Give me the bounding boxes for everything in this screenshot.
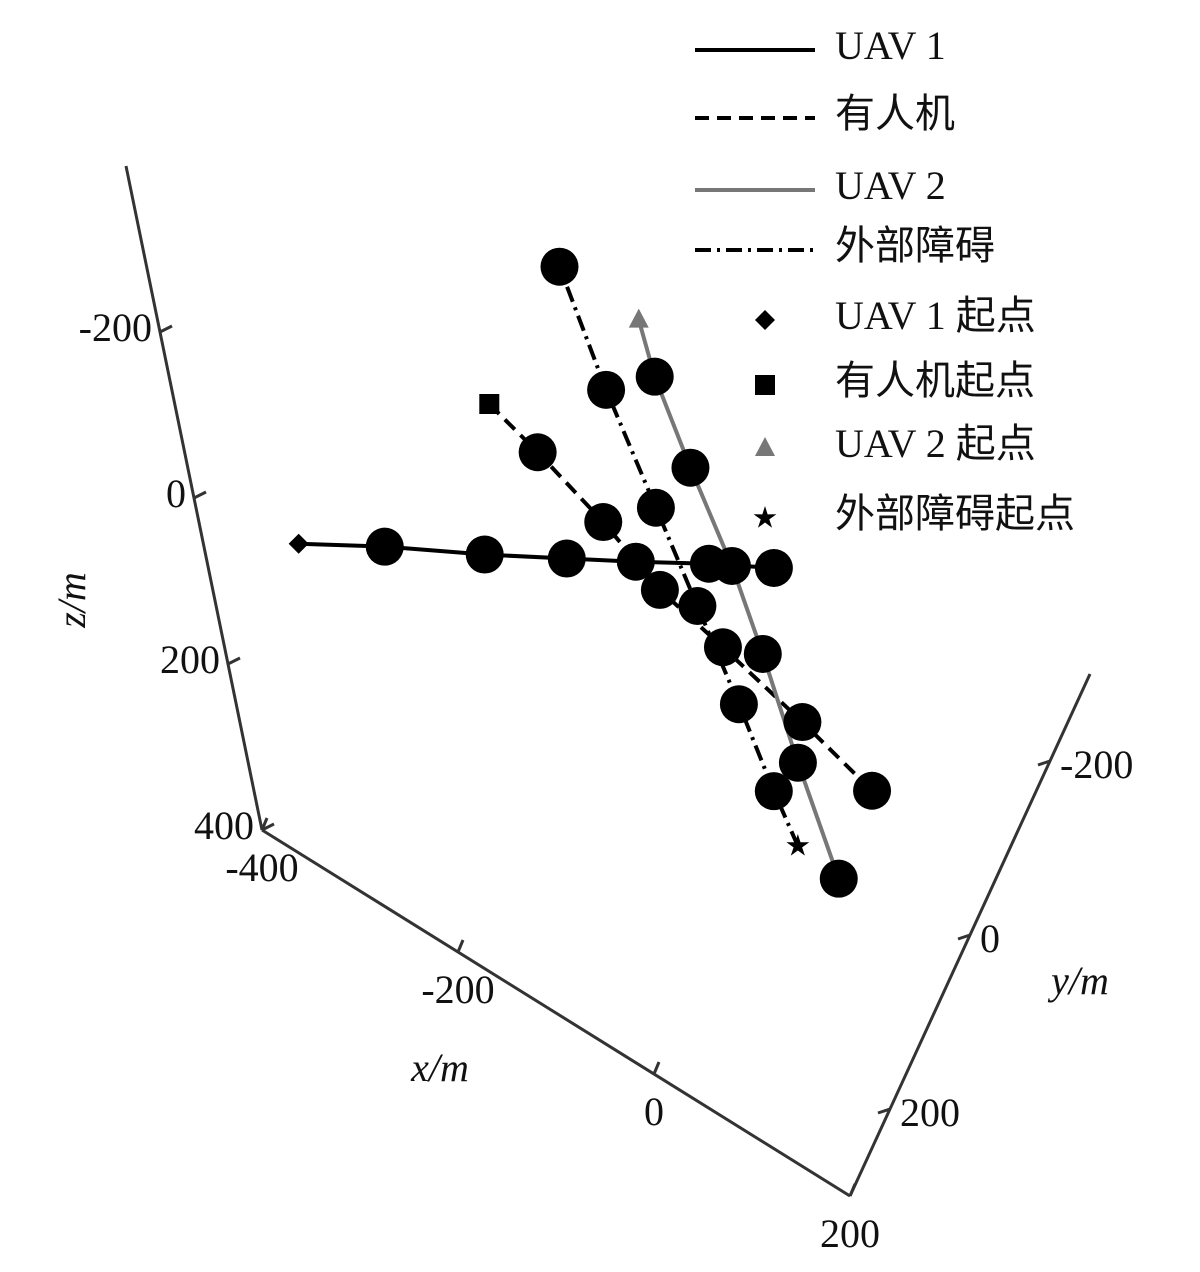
x-tick	[652, 1061, 661, 1075]
waypoint	[465, 535, 504, 574]
legend-label: 有人机起点	[835, 358, 1035, 403]
waypoint	[540, 247, 579, 286]
legend-label: UAV 1	[835, 23, 946, 68]
z-tick	[159, 324, 173, 334]
y-tick	[877, 1107, 891, 1115]
waypoint	[853, 771, 892, 810]
start-marker	[479, 394, 500, 415]
waypoint	[778, 743, 817, 782]
x-tick-label: 200	[820, 1211, 880, 1256]
waypoint	[584, 503, 623, 542]
waypoint	[754, 549, 793, 587]
legend-label: 外部障碍	[835, 223, 995, 268]
x-tick	[260, 817, 269, 831]
z-tick-label: 0	[166, 471, 186, 516]
z-tick	[193, 490, 207, 500]
z-tick	[227, 656, 241, 666]
y-tick	[957, 933, 971, 941]
legend-marker	[755, 437, 775, 456]
waypoint	[616, 542, 655, 581]
x-tick-label: -400	[225, 845, 298, 890]
legend-label: UAV 1 起点	[835, 293, 1036, 338]
z-tick-label: 200	[160, 637, 220, 682]
legend-marker	[755, 375, 775, 395]
z-axis-label: z/m	[49, 572, 94, 629]
waypoint	[743, 634, 782, 673]
y-tick-label: 200	[900, 1090, 960, 1135]
waypoint	[678, 587, 717, 625]
waypoint	[518, 433, 557, 472]
start-marker	[288, 533, 309, 554]
y-axis-label: y/m	[1047, 958, 1109, 1003]
x-tick-label: -200	[421, 967, 494, 1012]
z-tick-label: -200	[79, 305, 152, 350]
legend-label: UAV 2	[835, 163, 946, 208]
legend-label: 外部障碍起点	[835, 491, 1075, 536]
legend-label: UAV 2 起点	[835, 421, 1036, 466]
start-marker	[628, 308, 649, 328]
x-tick	[848, 1183, 857, 1197]
y-tick-label: 0	[980, 916, 1000, 961]
waypoint	[719, 685, 758, 724]
waypoint	[783, 703, 822, 742]
x-tick-label: 0	[644, 1089, 664, 1134]
waypoint	[636, 488, 675, 527]
waypoint	[712, 546, 751, 585]
z-tick-label: 400	[194, 803, 254, 848]
x-axis-label: x/m	[410, 1045, 469, 1090]
waypoint	[365, 527, 404, 566]
start-marker	[786, 833, 810, 856]
legend-marker	[753, 506, 777, 528]
waypoint	[754, 772, 793, 811]
y-tick	[1037, 759, 1051, 767]
y-tick-label: -200	[1060, 742, 1133, 787]
waypoint	[819, 859, 858, 898]
waypoint	[587, 370, 626, 409]
x-tick	[456, 939, 465, 953]
legend-label: 有人机	[835, 91, 955, 136]
waypoint	[547, 539, 586, 578]
waypoint	[640, 570, 679, 609]
waypoint	[703, 628, 742, 667]
waypoint	[635, 357, 674, 396]
legend-marker	[755, 310, 775, 330]
waypoint	[671, 448, 710, 487]
x-axis	[261, 828, 851, 1198]
